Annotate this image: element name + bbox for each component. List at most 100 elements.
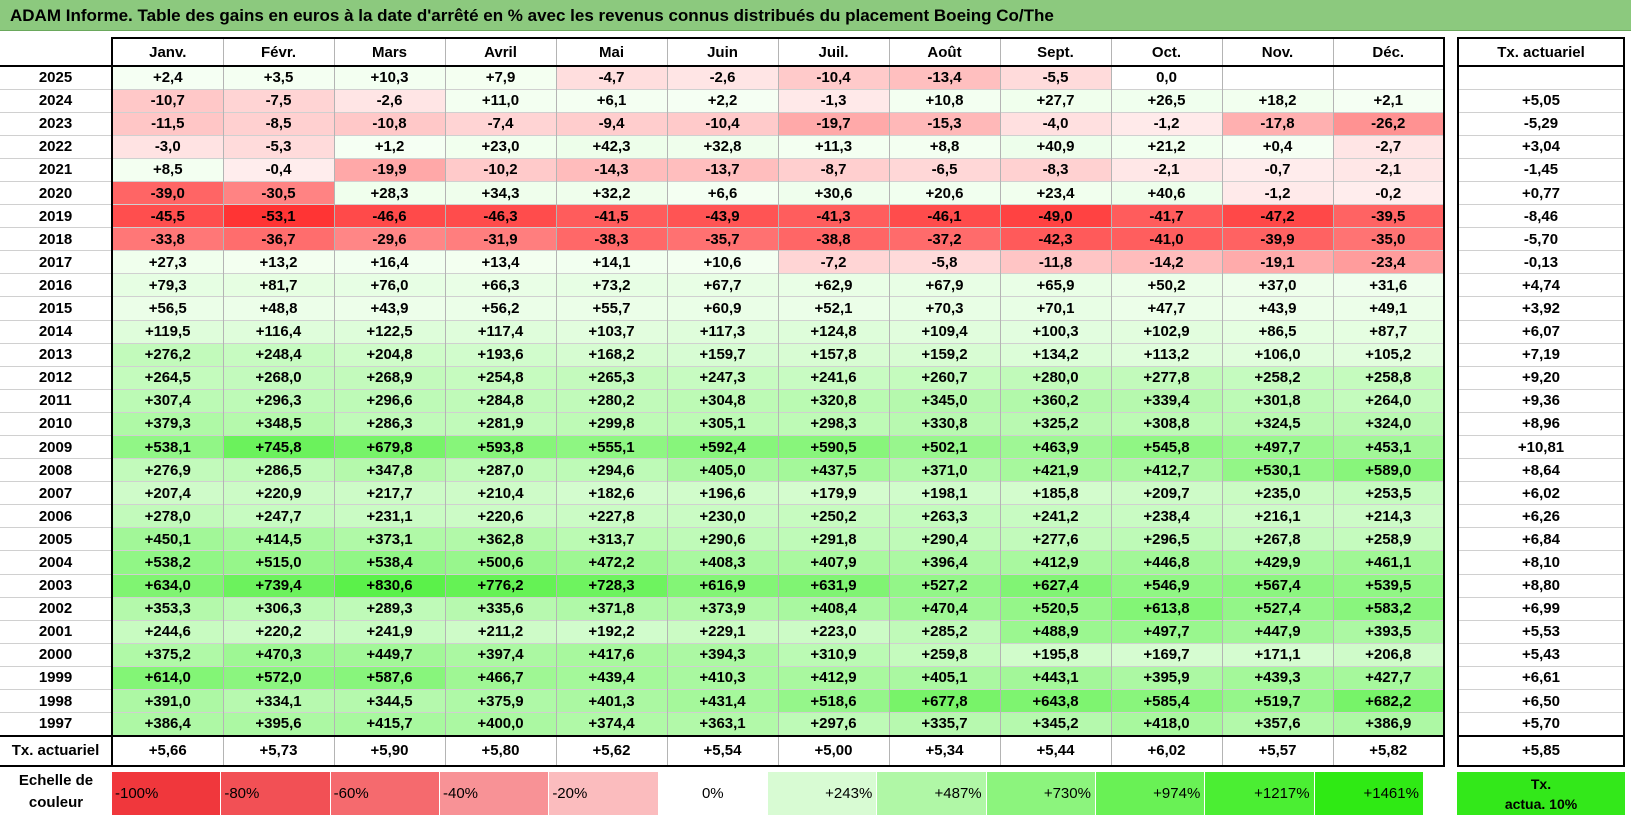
gain-cell: +124,8 (777, 319, 889, 344)
gain-cell: -8,5 (222, 111, 334, 136)
rate-cell: +3,04 (1457, 134, 1625, 159)
gain-cell: 0,0 (1110, 65, 1222, 90)
gain-cell: -2,7 (1332, 134, 1445, 159)
annual-rate-row: Tx. actuariel +5,66 +5,73 +5,90 +5,80 +5,62 +5… (0, 734, 1445, 767)
gain-cell: +280,0 (999, 365, 1111, 390)
rate-cell: +9,20 (1457, 365, 1625, 390)
rate-cell: +5,70 (1457, 712, 1625, 737)
gain-cell: +538,4 (333, 550, 445, 575)
rate-header: Tx. actuariel (1457, 37, 1625, 67)
gain-cell: +360,2 (999, 388, 1111, 413)
gain-cell: -41,0 (1110, 227, 1222, 251)
gain-cell: +373,9 (666, 596, 778, 621)
gain-cell: +386,9 (1332, 712, 1445, 737)
gain-cell: +27,3 (111, 250, 223, 274)
gain-cell: +745,8 (222, 434, 334, 459)
gain-cell: +229,1 (666, 619, 778, 644)
gain-cell: +113,2 (1110, 342, 1222, 367)
gain-cell: +286,3 (333, 411, 445, 436)
gain-cell: -30,5 (222, 180, 334, 205)
gain-cell: +285,2 (888, 619, 1000, 644)
gain-cell: +284,8 (444, 388, 556, 413)
gain-cell: +52,1 (777, 296, 889, 321)
gain-cell: -14,3 (555, 157, 667, 182)
gain-cell: +439,4 (555, 665, 667, 690)
rate-cell: +6,50 (1457, 689, 1625, 713)
gain-cell: -42,3 (999, 227, 1111, 251)
gain-cell: +8,5 (111, 157, 223, 182)
gain-cell: +11,0 (444, 88, 556, 113)
rate-row: +6,07 (1457, 319, 1625, 344)
gain-cell: +258,2 (1221, 365, 1333, 390)
gain-cell: +583,2 (1332, 596, 1445, 621)
gain-cell: +238,4 (1110, 504, 1222, 528)
gain-cell: +277,6 (999, 527, 1111, 551)
gain-cell: +182,6 (555, 481, 667, 505)
gain-cell: +280,2 (555, 388, 667, 413)
rate-cell: +6,99 (1457, 596, 1625, 621)
overall-rate-row: +5,85 (1457, 734, 1625, 767)
gain-cell: +391,0 (111, 689, 223, 713)
annual-rate-cell: +5,44 (999, 734, 1111, 767)
gain-cell: +117,4 (444, 319, 556, 344)
color-scale-swatch: -100% (112, 772, 222, 815)
gain-cell: +290,4 (888, 527, 1000, 551)
gain-cell: -46,6 (333, 204, 445, 228)
gain-cell: +7,9 (444, 65, 556, 90)
gain-cell: -5,8 (888, 250, 1000, 274)
gain-cell: +265,3 (555, 365, 667, 390)
gain-cell: -11,5 (111, 111, 223, 136)
gain-cell: +634,0 (111, 573, 223, 598)
year-cell: 2013 (0, 342, 112, 367)
table-row: 1997 +386,4 +395,6 +415,7 +400,0 +374,4 +363,1… (0, 712, 1445, 737)
gain-cell: +306,3 (222, 596, 334, 621)
rate-cell: +6,84 (1457, 527, 1625, 551)
gain-cell: +43,9 (1221, 296, 1333, 321)
rate-cell: +8,96 (1457, 411, 1625, 436)
gain-cell: +105,2 (1332, 342, 1445, 367)
gain-cell: +374,4 (555, 712, 667, 737)
gain-cell: +32,2 (555, 180, 667, 205)
year-cell: 1999 (0, 665, 112, 690)
gain-cell: +348,5 (222, 411, 334, 436)
gain-cell: +37,0 (1221, 273, 1333, 297)
rate-row: +0,77 (1457, 180, 1625, 205)
gain-cell: +546,9 (1110, 573, 1222, 598)
color-scale-label-line1: Echelle de (18, 772, 94, 789)
year-cell: 2021 (0, 157, 112, 182)
gain-cell: +470,4 (888, 596, 1000, 621)
table-row: 1999 +614,0 +572,0 +587,6 +466,7 +439,4 +410,3… (0, 665, 1445, 690)
gain-cell: +159,2 (888, 342, 1000, 367)
gain-cell: +307,4 (111, 388, 223, 413)
gain-cell: +324,0 (1332, 411, 1445, 436)
gain-cell: +325,2 (999, 411, 1111, 436)
rate-row: +8,80 (1457, 573, 1625, 598)
rate-cell (1457, 65, 1625, 90)
gain-cell: +613,8 (1110, 596, 1222, 621)
rate-row: +5,70 (1457, 712, 1625, 737)
gain-cell: +567,4 (1221, 573, 1333, 598)
gain-cell: +117,3 (666, 319, 778, 344)
gain-cell: +357,6 (1221, 712, 1333, 737)
gain-cell: +55,7 (555, 296, 667, 321)
gain-cell: +40,6 (1110, 180, 1222, 205)
gain-cell: -41,5 (555, 204, 667, 228)
gain-cell: +371,8 (555, 596, 667, 621)
gain-cell: +109,4 (888, 319, 1000, 344)
gain-cell: -13,4 (888, 65, 1000, 90)
gain-cell: -5,3 (222, 134, 334, 159)
gain-cell: +0,4 (1221, 134, 1333, 159)
year-cell: 2012 (0, 365, 112, 390)
gain-cell: -39,5 (1332, 204, 1445, 228)
gain-cell: +728,3 (555, 573, 667, 598)
gain-cell: +371,0 (888, 458, 1000, 482)
gain-cell: -33,8 (111, 227, 223, 251)
annual-rate-cell: +5,73 (222, 734, 334, 767)
gain-cell: +304,8 (666, 388, 778, 413)
year-cell: 2005 (0, 527, 112, 551)
table-row: 2011 +307,4 +296,3 +296,6 +284,8 +280,2 +304,8… (0, 388, 1445, 413)
gain-cell: -19,9 (333, 157, 445, 182)
gain-cell: +447,9 (1221, 619, 1333, 644)
gain-cell: +49,1 (1332, 296, 1445, 321)
gain-cell: +421,9 (999, 458, 1111, 482)
